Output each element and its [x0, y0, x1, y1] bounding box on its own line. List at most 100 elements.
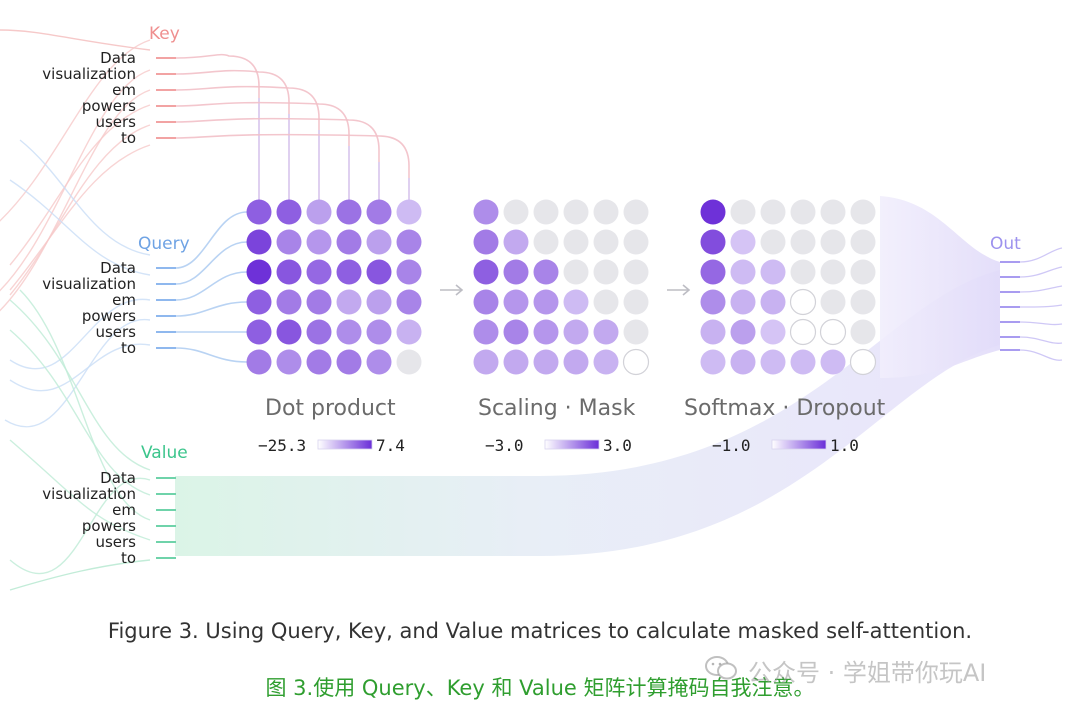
- value-token-label: em: [112, 501, 136, 519]
- query-background-line: [9, 179, 151, 276]
- matrix-cell: [593, 199, 619, 225]
- out-line: [1019, 349, 1063, 361]
- matrix-cell: [563, 229, 589, 255]
- key-wire: [175, 85, 320, 200]
- query-wire: [175, 271, 248, 301]
- matrix-cell: [623, 229, 649, 255]
- color-scale-bar: [771, 439, 827, 450]
- matrix-cell: [503, 289, 529, 315]
- matrix-cell: [366, 199, 392, 225]
- value-background-line: [9, 329, 151, 496]
- query-token-label: to: [120, 339, 136, 357]
- matrix-cell: [246, 229, 272, 255]
- matrix-cell: [790, 229, 816, 255]
- matrix-cell: [306, 259, 332, 285]
- out-line: [1019, 321, 1063, 326]
- matrix-cell: [396, 319, 422, 345]
- matrix-cell: [623, 289, 649, 315]
- key-token-label: visualization: [42, 65, 136, 83]
- stage-title-softmax-dropout: Softmax · Dropout: [684, 396, 886, 421]
- value-background-line: [9, 559, 151, 591]
- matrix-cell: [730, 319, 756, 345]
- key-token-label: to: [120, 129, 136, 147]
- scale-max-label: 1.0: [830, 436, 859, 455]
- matrix-cell: [533, 289, 559, 315]
- matrix-cell: [820, 229, 846, 255]
- matrix-cell: [623, 259, 649, 285]
- key-token-label: Data: [100, 49, 136, 67]
- matrix-cell: [760, 229, 786, 255]
- matrix-cell: [473, 319, 499, 345]
- matrix-cell: [730, 289, 756, 315]
- matrix-cell: [820, 289, 846, 315]
- matrix-cell: [533, 199, 559, 225]
- matrix-cell: [563, 259, 589, 285]
- matrix-cell: [700, 319, 726, 345]
- matrix-cell: [366, 259, 392, 285]
- key-background-line: [0, 69, 151, 292]
- matrix-cell: [533, 349, 559, 375]
- value-title: Value: [141, 443, 188, 463]
- matrix-cell: [849, 348, 877, 376]
- matrix-cell: [789, 288, 817, 316]
- wires: [156, 53, 1063, 559]
- scale-min-label: −1.0: [712, 436, 751, 455]
- matrix-cell: [396, 259, 422, 285]
- matrix-cell: [246, 289, 272, 315]
- matrix-cell: [700, 229, 726, 255]
- background-lines: [0, 29, 151, 591]
- matrix-cell: [306, 199, 332, 225]
- key-title: Key: [149, 24, 180, 44]
- flows: [175, 196, 1000, 556]
- matrix-cell: [336, 319, 362, 345]
- key-wire: [175, 69, 290, 200]
- matrix-cell: [503, 349, 529, 375]
- matrix-cell: [396, 289, 422, 315]
- matrix-cell: [306, 319, 332, 345]
- matrix-cell: [533, 229, 559, 255]
- stage-title-dot-product: Dot product: [265, 396, 396, 421]
- matrix-cell: [700, 199, 726, 225]
- matrix-cell: [622, 348, 650, 376]
- value-token-label: to: [120, 549, 136, 567]
- matrix-cell: [246, 199, 272, 225]
- matrix-cell: [593, 289, 619, 315]
- matrix-cell: [533, 319, 559, 345]
- value-token-label: powers: [81, 517, 136, 535]
- query-background-line: [19, 139, 151, 256]
- matrix-cell: [850, 289, 876, 315]
- key-wire: [175, 101, 350, 200]
- matrix-cell: [276, 319, 302, 345]
- matrix-cell: [306, 289, 332, 315]
- matrix-cell: [820, 259, 846, 285]
- key-token-label: em: [112, 81, 136, 99]
- matrix-cell: [276, 349, 302, 375]
- query-background-line: [9, 298, 151, 370]
- matrix-cell: [623, 319, 649, 345]
- key-token-label: users: [95, 113, 136, 131]
- matrix-cell: [760, 259, 786, 285]
- matrix-cell: [700, 349, 726, 375]
- matrix-cell: [789, 318, 817, 346]
- query-wire: [175, 241, 248, 285]
- key-background-line: [0, 89, 151, 312]
- out-line: [1019, 285, 1063, 293]
- query-token-label: Data: [100, 259, 136, 277]
- value-background-line: [9, 477, 151, 575]
- stage-arrows: [440, 284, 691, 296]
- matrix-cell: [306, 349, 332, 375]
- key-background-line: [9, 124, 151, 296]
- matrix-cell: [533, 259, 559, 285]
- stage-arrow-head: [682, 284, 691, 296]
- matrix-cell: [503, 229, 529, 255]
- matrix-cell: [730, 229, 756, 255]
- key-token-label: powers: [81, 97, 136, 115]
- value-token-label: visualization: [42, 485, 136, 503]
- matrix-cell: [336, 289, 362, 315]
- matrix-cell: [790, 199, 816, 225]
- matrix-cell: [396, 349, 422, 375]
- query-background-line: [4, 319, 151, 428]
- matrix-cell: [850, 319, 876, 345]
- matrix-cell: [396, 229, 422, 255]
